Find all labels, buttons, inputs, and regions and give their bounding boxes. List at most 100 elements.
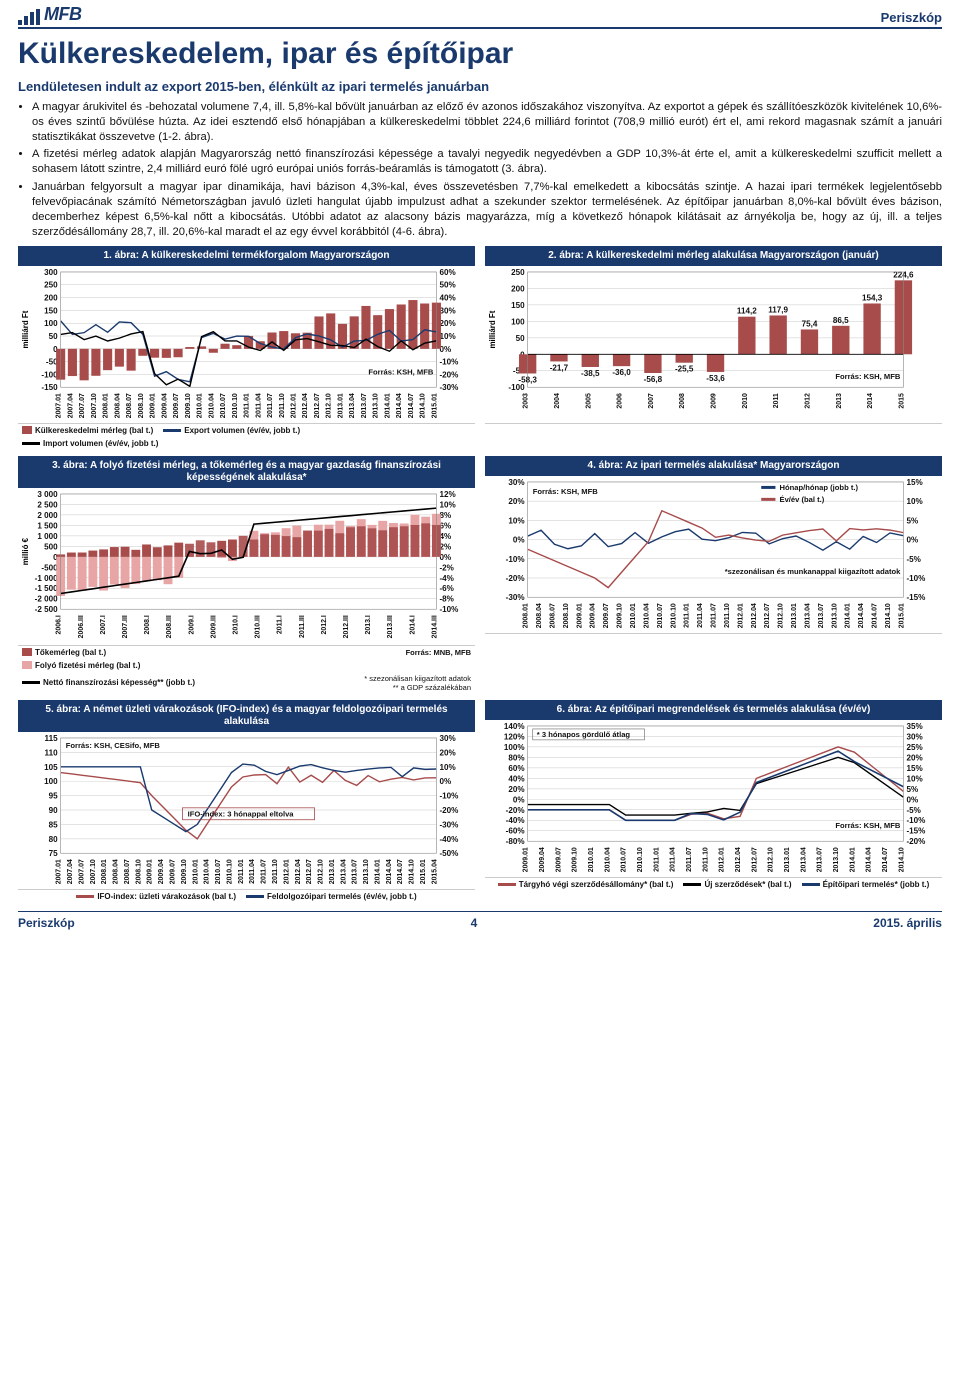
svg-text:2008.01: 2008.01 [523, 603, 530, 628]
svg-text:2011.10: 2011.10 [702, 847, 709, 872]
footer-page: 4 [471, 916, 478, 930]
svg-text:6%: 6% [439, 521, 451, 530]
svg-text:-500: -500 [41, 563, 58, 572]
svg-text:-80%: -80% [506, 837, 525, 846]
svg-text:2013.10: 2013.10 [833, 847, 840, 872]
svg-text:85: 85 [49, 820, 59, 829]
svg-text:2010.07: 2010.07 [215, 859, 222, 884]
footer: Periszkóp 4 2015. április [18, 911, 942, 930]
svg-text:2 500: 2 500 [37, 500, 58, 509]
svg-text:2011: 2011 [773, 393, 780, 408]
svg-text:12%: 12% [439, 490, 455, 499]
svg-text:4%: 4% [439, 532, 451, 541]
svg-text:20%: 20% [508, 785, 524, 794]
svg-text:0%: 0% [513, 795, 525, 804]
svg-text:2011.07: 2011.07 [710, 603, 717, 628]
svg-text:2009.04: 2009.04 [539, 847, 546, 872]
svg-text:20%: 20% [439, 319, 455, 328]
svg-text:2009.01: 2009.01 [523, 847, 530, 872]
page-title: Külkereskedelem, ipar és építőipar [18, 37, 942, 71]
footer-right: 2015. április [873, 916, 942, 930]
svg-text:-20%: -20% [439, 370, 458, 379]
svg-text:2009.10: 2009.10 [572, 847, 579, 872]
svg-text:2008.07: 2008.07 [126, 393, 133, 418]
svg-text:1 500: 1 500 [37, 521, 58, 530]
svg-text:2013.10: 2013.10 [831, 603, 838, 628]
svg-text:2008.III: 2008.III [166, 615, 173, 638]
svg-text:2007.07: 2007.07 [78, 859, 85, 884]
svg-text:2013: 2013 [836, 393, 843, 409]
svg-text:-150: -150 [41, 383, 58, 392]
svg-text:2011.04: 2011.04 [670, 847, 677, 872]
svg-text:2012.10: 2012.10 [317, 859, 324, 884]
svg-text:2009.07: 2009.07 [555, 847, 562, 872]
svg-text:2013.04: 2013.04 [340, 859, 347, 884]
svg-text:2012.III: 2012.III [343, 615, 350, 638]
svg-text:2003: 2003 [523, 393, 530, 409]
svg-text:2014.10: 2014.10 [898, 847, 905, 872]
bullet-item: A fizetési mérleg adatok alapján Magyaro… [32, 147, 942, 177]
svg-text:20%: 20% [439, 748, 455, 757]
svg-text:40%: 40% [439, 294, 455, 303]
svg-text:2007.I: 2007.I [100, 615, 107, 634]
svg-text:2012.I: 2012.I [321, 615, 328, 634]
svg-text:2008.04: 2008.04 [114, 393, 121, 418]
bullet-item: Januárban felgyorsult a magyar ipar dina… [32, 180, 942, 240]
svg-text:8%: 8% [439, 511, 451, 520]
svg-text:2010.07: 2010.07 [657, 603, 664, 628]
svg-text:2008.10: 2008.10 [138, 393, 145, 418]
svg-text:2015.01: 2015.01 [898, 603, 905, 628]
svg-text:2012.04: 2012.04 [751, 603, 758, 628]
svg-text:50: 50 [49, 332, 59, 341]
svg-text:105: 105 [44, 763, 58, 772]
svg-text:75: 75 [49, 849, 59, 858]
chart-3: 3. ábra: A folyó fizetési mérleg, a tőke… [18, 456, 475, 694]
svg-text:2012.10: 2012.10 [778, 603, 785, 628]
svg-text:Év/év (bal t.): Év/év (bal t.) [780, 495, 825, 504]
svg-text:100: 100 [44, 777, 58, 786]
svg-text:10%: 10% [439, 332, 455, 341]
svg-text:2013.04: 2013.04 [804, 603, 811, 628]
svg-text:2010.I: 2010.I [232, 615, 239, 634]
svg-text:-10%: -10% [439, 792, 458, 801]
svg-text:95: 95 [49, 792, 59, 801]
svg-text:-20%: -20% [506, 574, 525, 583]
svg-text:2011.10: 2011.10 [724, 603, 731, 628]
svg-text:2010.III: 2010.III [255, 615, 262, 638]
svg-text:2006: 2006 [617, 393, 624, 409]
svg-text:2012.01: 2012.01 [719, 847, 726, 872]
svg-text:2 000: 2 000 [37, 511, 58, 520]
bullet-list: A magyar árukivitel és -behozatal volume… [18, 100, 942, 240]
svg-text:15%: 15% [906, 764, 922, 773]
svg-text:Hónap/hónap (jobb t.): Hónap/hónap (jobb t.) [780, 483, 859, 492]
svg-text:-36,0: -36,0 [612, 368, 631, 377]
svg-text:2014: 2014 [867, 393, 874, 409]
svg-text:-20%: -20% [439, 806, 458, 815]
chart-4: 4. ábra: Az ipari termelés alakulása* Ma… [485, 456, 942, 694]
svg-text:1 000: 1 000 [37, 532, 58, 541]
svg-text:2010.04: 2010.04 [643, 603, 650, 628]
svg-text:40%: 40% [508, 774, 524, 783]
svg-text:Forrás: KSH, MFB: Forrás: KSH, MFB [835, 821, 901, 830]
chart-2: 2. ábra: A külkereskedelmi mérleg alakul… [485, 246, 942, 450]
svg-text:154,3: 154,3 [862, 294, 883, 303]
svg-text:-100: -100 [508, 383, 525, 392]
header-right: Periszkóp [881, 10, 942, 25]
chart-5-legend: IFO-index: üzleti várakozások (bal t.) F… [18, 890, 475, 903]
svg-text:2010.04: 2010.04 [204, 859, 211, 884]
svg-text:100: 100 [44, 319, 58, 328]
svg-text:-5%: -5% [906, 806, 920, 815]
svg-text:25%: 25% [906, 743, 922, 752]
bullet-item: A magyar árukivitel és -behozatal volume… [32, 100, 942, 145]
chart-3-legend: Tőkemérleg (bal t.) Forrás: MNB, MFB Fol… [18, 646, 475, 694]
svg-text:Forrás: KSH, MFB: Forrás: KSH, MFB [533, 487, 599, 496]
svg-text:-10%: -10% [439, 358, 458, 367]
svg-text:2009.04: 2009.04 [158, 859, 165, 884]
svg-text:2014.07: 2014.07 [408, 393, 415, 418]
svg-text:2010.10: 2010.10 [232, 393, 239, 418]
svg-text:2007.01: 2007.01 [56, 859, 63, 884]
svg-text:2012.07: 2012.07 [764, 603, 771, 628]
svg-text:2%: 2% [439, 542, 451, 551]
svg-text:-40%: -40% [439, 835, 458, 844]
svg-text:2007.01: 2007.01 [56, 393, 63, 418]
